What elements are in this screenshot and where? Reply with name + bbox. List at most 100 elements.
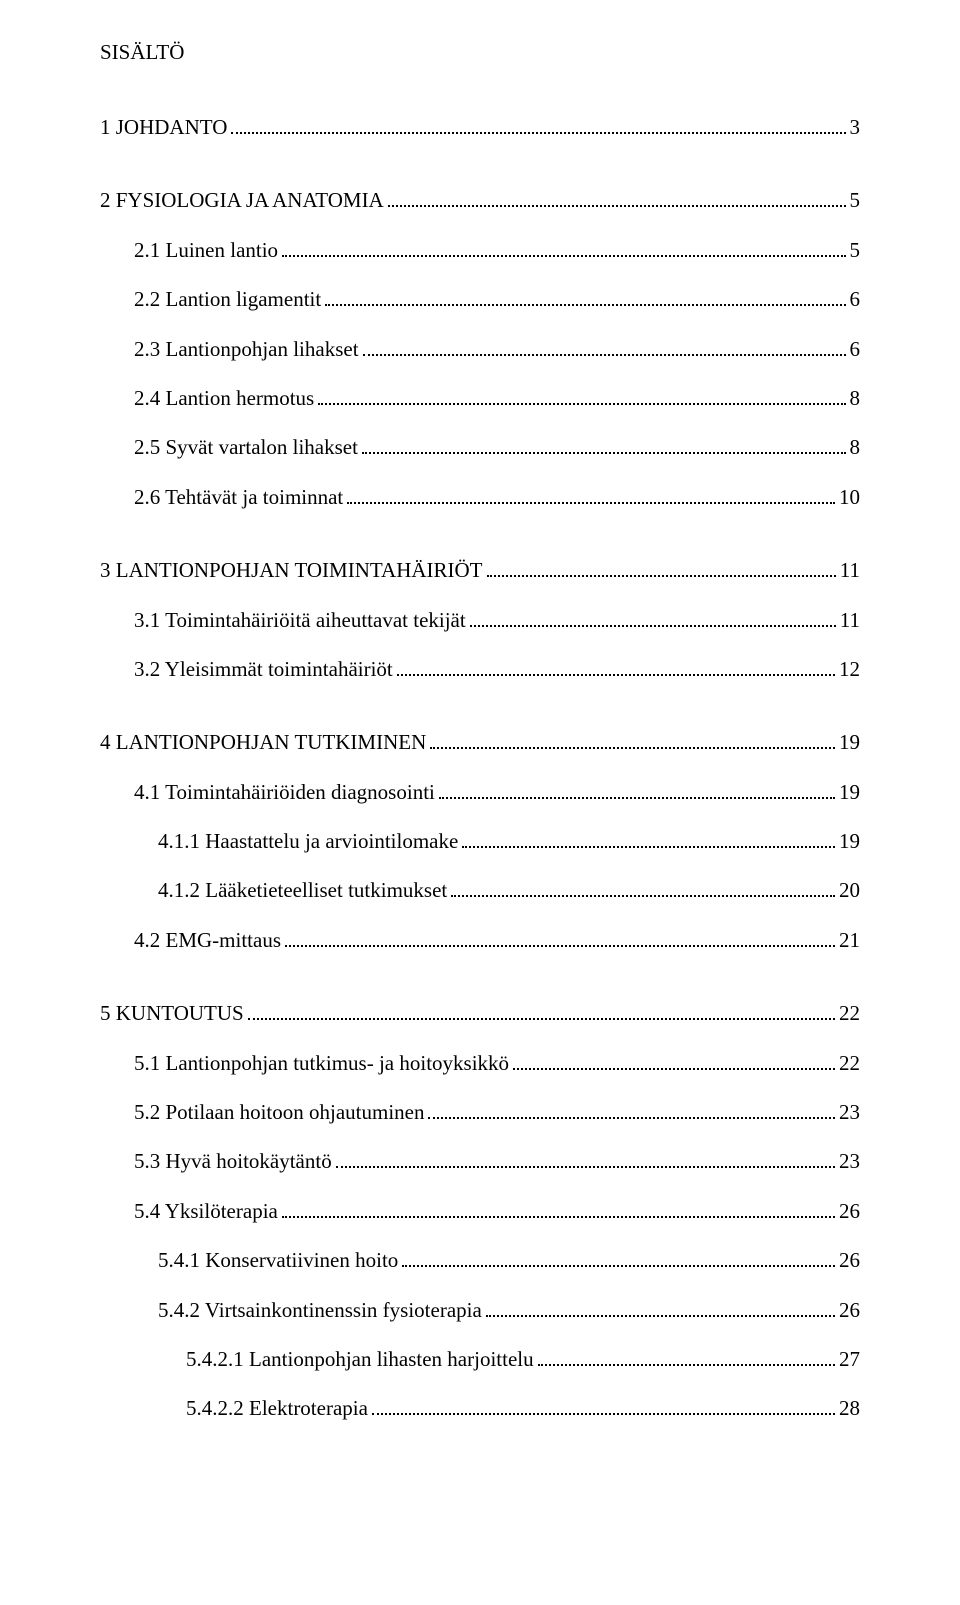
toc-leader-dots [347, 502, 835, 504]
toc-entry: 3 LANTIONPOHJAN TOIMINTAHÄIRIÖT 11 [100, 556, 860, 585]
toc-entry: 2.5 Syvät vartalon lihakset 8 [134, 433, 860, 462]
toc-entry: 5.4.2.2 Elektroterapia 28 [186, 1394, 860, 1423]
toc-entry-page: 6 [850, 335, 861, 364]
toc-leader-dots [372, 1413, 835, 1415]
toc-entry: 4.1.2 Lääketieteelliset tutkimukset 20 [158, 876, 860, 905]
toc-leader-dots [282, 1216, 835, 1218]
toc-entry: 5.1 Lantionpohjan tutkimus- ja hoitoyksi… [134, 1049, 860, 1078]
toc-entry-page: 19 [839, 778, 860, 807]
toc-entry-label: 2.1 Luinen lantio [134, 236, 278, 265]
toc-leader-dots [397, 674, 835, 676]
toc-entry: 4.1 Toimintahäiriöiden diagnosointi 19 [134, 778, 860, 807]
toc-entry: 5 KUNTOUTUS 22 [100, 999, 860, 1028]
toc-entry: 2.3 Lantionpohjan lihakset 6 [134, 335, 860, 364]
toc-leader-dots [430, 747, 835, 749]
toc-entry: 2.2 Lantion ligamentit 6 [134, 285, 860, 314]
toc-entry-label: 5 KUNTOUTUS [100, 999, 244, 1028]
toc-entry-page: 23 [839, 1147, 860, 1176]
toc-entry-page: 26 [839, 1296, 860, 1325]
toc-leader-dots [285, 945, 835, 947]
toc-entry-label: 3.1 Toimintahäiriöitä aiheuttavat tekijä… [134, 606, 466, 635]
toc-entry-label: 4.2 EMG-mittaus [134, 926, 281, 955]
toc-leader-dots [336, 1166, 835, 1168]
toc-entry-label: 2.6 Tehtävät ja toiminnat [134, 483, 343, 512]
toc-entry-label: 5.4.1 Konservatiivinen hoito [158, 1246, 398, 1275]
toc-leader-dots [282, 255, 845, 257]
toc-entry-page: 23 [839, 1098, 860, 1127]
toc-entry-page: 22 [839, 999, 860, 1028]
toc-entry-page: 10 [839, 483, 860, 512]
toc-entry-label: 3 LANTIONPOHJAN TOIMINTAHÄIRIÖT [100, 556, 483, 585]
toc-entry-label: 2.2 Lantion ligamentit [134, 285, 321, 314]
toc-entry: 2.4 Lantion hermotus 8 [134, 384, 860, 413]
toc-entry-label: 2.4 Lantion hermotus [134, 384, 314, 413]
toc-entry: 4.1.1 Haastattelu ja arviointilomake 19 [158, 827, 860, 856]
toc-entry: 5.4.2.1 Lantionpohjan lihasten harjoitte… [186, 1345, 860, 1374]
toc-entry: 2.1 Luinen lantio5 [134, 236, 860, 265]
toc-list: 1 JOHDANTO 3 2 FYSIOLOGIA JA ANATOMIA 5 2.1 … [100, 113, 860, 1424]
toc-entry: 3.1 Toimintahäiriöitä aiheuttavat tekijä… [134, 606, 860, 635]
toc-leader-dots [428, 1117, 835, 1119]
toc-leader-dots [231, 132, 845, 134]
toc-entry-page: 22 [839, 1049, 860, 1078]
toc-title: SISÄLTÖ [100, 40, 860, 65]
toc-entry-page: 26 [839, 1197, 860, 1226]
toc-entry-label: 5.4 Yksilöterapia [134, 1197, 278, 1226]
toc-leader-dots [402, 1265, 835, 1267]
toc-leader-dots [363, 354, 846, 356]
toc-entry-label: 2.3 Lantionpohjan lihakset [134, 335, 359, 364]
toc-entry: 3.2 Yleisimmät toimintahäiriöt 12 [134, 655, 860, 684]
toc-leader-dots [487, 575, 836, 577]
toc-entry: 5.4.2 Virtsainkontinenssin fysioterapia 2… [158, 1296, 860, 1325]
toc-entry-page: 3 [850, 113, 861, 142]
toc-entry-page: 11 [840, 606, 860, 635]
toc-leader-dots [486, 1315, 835, 1317]
toc-entry-label: 4.1.2 Lääketieteelliset tutkimukset [158, 876, 447, 905]
toc-leader-dots [362, 452, 846, 454]
toc-entry-page: 26 [839, 1246, 860, 1275]
toc-entry: 5.3 Hyvä hoitokäytäntö 23 [134, 1147, 860, 1176]
toc-entry: 5.4 Yksilöterapia 26 [134, 1197, 860, 1226]
toc-entry-page: 20 [839, 876, 860, 905]
toc-entry-page: 6 [850, 285, 861, 314]
toc-page: SISÄLTÖ 1 JOHDANTO 3 2 FYSIOLOGIA JA ANATO… [0, 0, 960, 1605]
toc-leader-dots [451, 895, 835, 897]
toc-entry-label: 2 FYSIOLOGIA JA ANATOMIA [100, 186, 384, 215]
toc-entry-label: 1 JOHDANTO [100, 113, 227, 142]
toc-leader-dots [538, 1364, 835, 1366]
toc-leader-dots [325, 304, 845, 306]
toc-entry-label: 5.2 Potilaan hoitoon ohjautuminen [134, 1098, 424, 1127]
toc-entry-page: 11 [840, 556, 860, 585]
toc-entry-page: 19 [839, 827, 860, 856]
toc-leader-dots [513, 1068, 835, 1070]
toc-entry: 2.6 Tehtävät ja toiminnat 10 [134, 483, 860, 512]
toc-leader-dots [470, 625, 836, 627]
toc-leader-dots [248, 1018, 835, 1020]
toc-entry-label: 5.4.2 Virtsainkontinenssin fysioterapia [158, 1296, 482, 1325]
toc-entry-label: 4 LANTIONPOHJAN TUTKIMINEN [100, 728, 426, 757]
toc-entry: 2 FYSIOLOGIA JA ANATOMIA 5 [100, 186, 860, 215]
toc-entry-page: 5 [850, 186, 861, 215]
toc-entry: 4.2 EMG-mittaus21 [134, 926, 860, 955]
toc-entry: 1 JOHDANTO 3 [100, 113, 860, 142]
toc-entry-label: 2.5 Syvät vartalon lihakset [134, 433, 358, 462]
toc-entry-label: 5.4.2.2 Elektroterapia [186, 1394, 368, 1423]
toc-entry-page: 8 [850, 433, 861, 462]
toc-leader-dots [462, 846, 835, 848]
toc-entry-label: 5.3 Hyvä hoitokäytäntö [134, 1147, 332, 1176]
toc-entry-page: 28 [839, 1394, 860, 1423]
toc-leader-dots [318, 403, 845, 405]
toc-entry: 5.2 Potilaan hoitoon ohjautuminen 23 [134, 1098, 860, 1127]
toc-leader-dots [388, 205, 846, 207]
toc-entry-label: 3.2 Yleisimmät toimintahäiriöt [134, 655, 393, 684]
toc-entry-page: 27 [839, 1345, 860, 1374]
toc-entry-label: 5.1 Lantionpohjan tutkimus- ja hoitoyksi… [134, 1049, 509, 1078]
toc-entry-label: 4.1 Toimintahäiriöiden diagnosointi [134, 778, 435, 807]
toc-entry-page: 8 [850, 384, 861, 413]
toc-entry: 4 LANTIONPOHJAN TUTKIMINEN 19 [100, 728, 860, 757]
toc-entry-label: 4.1.1 Haastattelu ja arviointilomake [158, 827, 458, 856]
toc-entry-label: 5.4.2.1 Lantionpohjan lihasten harjoitte… [186, 1345, 534, 1374]
toc-entry-page: 12 [839, 655, 860, 684]
toc-entry-page: 19 [839, 728, 860, 757]
toc-leader-dots [439, 797, 835, 799]
